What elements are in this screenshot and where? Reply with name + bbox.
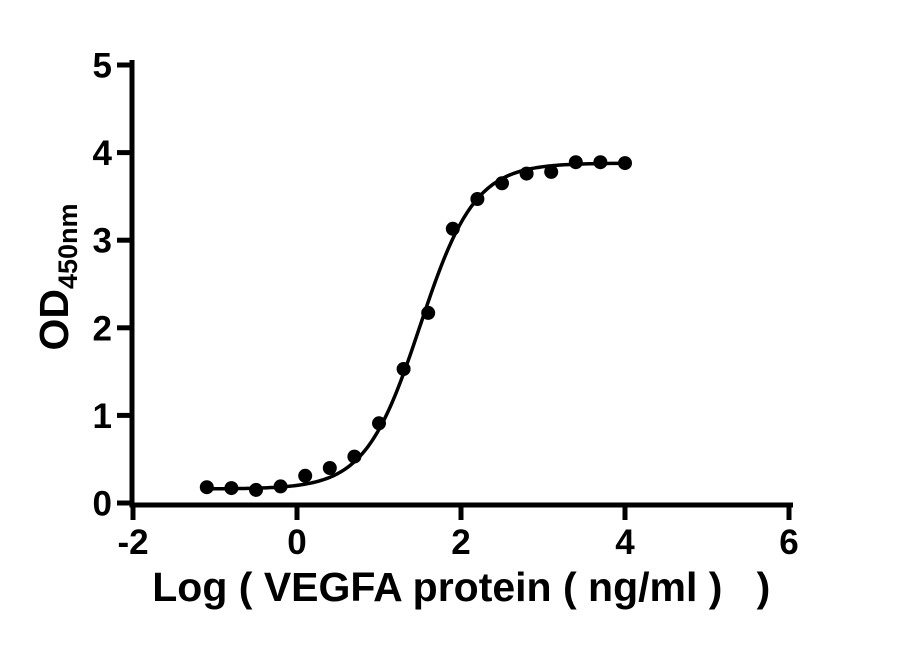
data-point — [445, 221, 460, 236]
x-tick-label: 4 — [615, 523, 635, 562]
data-point — [224, 481, 239, 496]
x-tick-label: 6 — [779, 523, 798, 562]
data-point — [322, 461, 337, 475]
data-point — [273, 479, 288, 494]
y-tick-label: 3 — [93, 222, 112, 261]
data-point — [372, 416, 386, 431]
y-axis-title-subscript: 450nm — [53, 203, 83, 289]
y-axis-title: OD450nm — [31, 203, 83, 350]
data-point — [544, 164, 559, 179]
data-point — [593, 155, 608, 170]
y-axis-title-main: OD — [31, 289, 77, 351]
y-tick-label: 4 — [93, 134, 113, 173]
data-point — [421, 305, 436, 320]
data-point — [347, 449, 362, 464]
data-point — [568, 155, 583, 170]
data-point — [298, 468, 313, 483]
data-point — [519, 166, 534, 181]
y-tick-label: 1 — [93, 397, 112, 436]
fit-curve — [206, 161, 626, 491]
data-point — [495, 176, 509, 191]
x-tick-label: 0 — [287, 523, 306, 562]
y-tick-label: 2 — [93, 309, 112, 348]
data-point — [618, 156, 632, 171]
data-point — [470, 192, 485, 206]
y-tick-label: 5 — [93, 47, 112, 86]
x-tick-label: 2 — [451, 523, 470, 562]
x-tick-label: -2 — [117, 523, 148, 562]
y-tick-label: 0 — [93, 485, 112, 524]
data-point — [199, 480, 214, 495]
data-point — [396, 362, 411, 376]
x-axis-title: Log ( VEGFA protein ( ng/ml ) ) — [152, 564, 770, 610]
data-point — [249, 482, 263, 497]
